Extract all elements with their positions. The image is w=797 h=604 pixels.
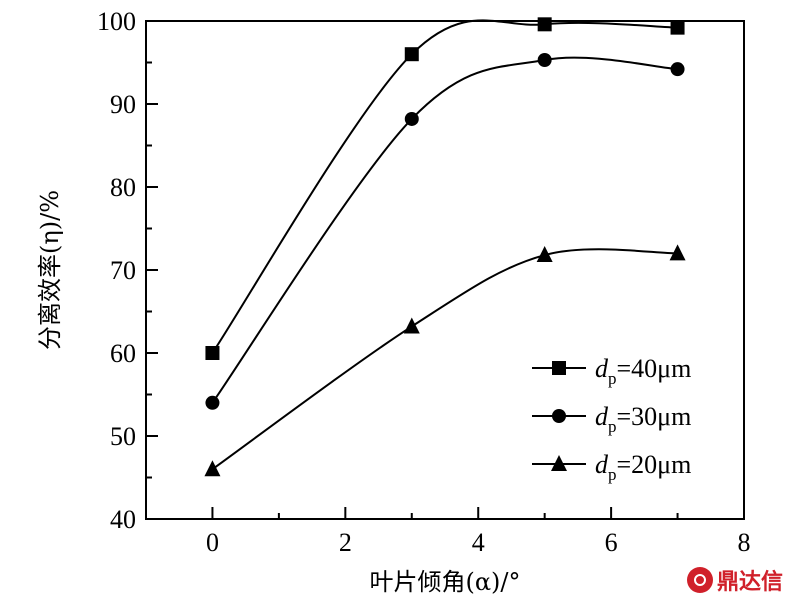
data-point	[536, 246, 553, 263]
y-tick-label: 70	[110, 256, 136, 285]
y-axis-title: 分离效率(η)/%	[36, 190, 64, 350]
data-point	[205, 395, 220, 410]
series-markers	[204, 17, 686, 477]
data-point	[404, 111, 419, 126]
watermark-text: 鼎达信	[716, 570, 783, 595]
data-point	[537, 53, 552, 68]
y-tick-label: 100	[97, 7, 136, 36]
data-point	[670, 62, 685, 77]
data-point	[204, 460, 221, 477]
legend-label: dp=30μm	[595, 402, 691, 436]
series-line	[211, 19, 678, 354]
data-point	[669, 244, 686, 261]
axis-ticks	[146, 20, 745, 520]
x-tick-label: 4	[472, 528, 485, 557]
y-tick-label: 90	[110, 90, 136, 119]
legend-marker	[552, 409, 566, 423]
x-tick-label: 8	[738, 528, 751, 557]
data-point	[537, 17, 552, 32]
tick-labels: 0 2 4 6 8 40 50 60 70 80 90 100	[97, 7, 751, 557]
y-tick-label: 60	[110, 339, 136, 368]
legend-marker	[551, 455, 567, 471]
series-line	[211, 248, 678, 471]
series-curves	[211, 19, 678, 471]
legend-marker	[552, 361, 566, 375]
data-point	[205, 346, 220, 360]
y-tick-label: 80	[110, 173, 136, 202]
watermark-logo-icon	[686, 567, 713, 593]
data-point	[404, 47, 419, 62]
watermark: 鼎达信	[686, 564, 783, 596]
legend-label: dp=40μm	[595, 354, 691, 388]
plot-frame	[145, 20, 745, 520]
y-tick-label: 50	[110, 422, 136, 451]
x-tick-label: 0	[206, 528, 219, 557]
x-axis-title: 叶片倾角(α)/°	[369, 568, 520, 596]
x-tick-label: 6	[605, 528, 618, 557]
series-line	[211, 56, 678, 404]
legend: dp=40μm dp=30μm dp=20μm	[532, 354, 691, 484]
data-point	[670, 20, 685, 35]
data-point	[403, 317, 420, 334]
x-tick-label: 2	[339, 528, 352, 557]
y-tick-label: 40	[110, 505, 136, 534]
legend-label: dp=20μm	[595, 450, 691, 484]
